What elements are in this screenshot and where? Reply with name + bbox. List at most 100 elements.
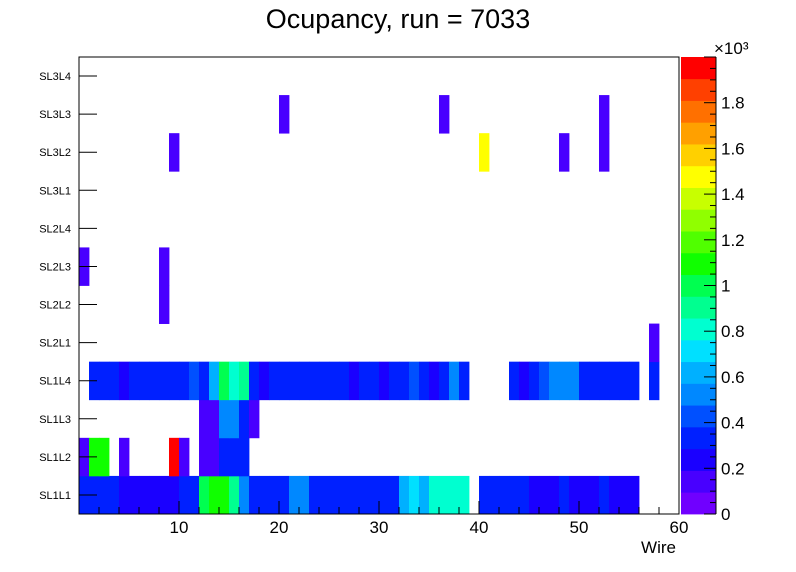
heatmap-cell-sl1l1-wire-3 xyxy=(99,475,110,515)
heatmap-cell-sl1l2-wire-11 xyxy=(179,437,190,477)
heatmap-cell-sl1l2-wire-17 xyxy=(239,437,250,477)
color-scale-swatch xyxy=(681,383,716,406)
heatmap-cell-sl1l1-wire-54 xyxy=(609,475,620,515)
heatmap-cell-sl2l2-wire-9 xyxy=(159,285,170,324)
heatmap-cell-sl1l1-wire-53 xyxy=(599,475,610,515)
z-tick-label-0: 0 xyxy=(721,505,730,524)
heatmap-cell-sl1l1-wire-56 xyxy=(629,475,640,515)
heatmap-cell-sl3l3-wire-37 xyxy=(439,95,450,134)
heatmap-cell-sl1l4-wire-49 xyxy=(559,361,570,401)
heatmap-cell-sl1l1-wire-31 xyxy=(379,475,390,515)
heatmap-cell-sl1l4-wire-44 xyxy=(509,361,520,401)
heatmap-cell-sl1l4-wire-27 xyxy=(339,361,350,401)
heatmap-cell-sl1l2-wire-3 xyxy=(99,437,110,477)
heatmap-cell-sl1l4-wire-4 xyxy=(109,361,120,401)
heatmap-cell-sl1l4-wire-7 xyxy=(139,361,150,401)
heatmap-cell-sl1l1-wire-42 xyxy=(489,475,500,515)
y-tick-label-sl2l4: SL2L4 xyxy=(39,223,71,235)
color-scale-swatch xyxy=(681,122,716,145)
color-scale-swatch xyxy=(681,318,716,341)
heatmap-cell-sl1l1-wire-14 xyxy=(209,475,220,515)
z-tick-label-1.2: 1.2 xyxy=(721,231,745,250)
x-tick-label-10: 10 xyxy=(170,518,189,537)
heatmap-cell-sl1l4-wire-19 xyxy=(259,361,270,401)
color-scale-exponent: ×10³ xyxy=(714,39,749,58)
heatmap-cell-sl1l4-wire-11 xyxy=(179,361,190,401)
color-scale-swatch xyxy=(681,296,716,319)
y-tick-label-sl3l2: SL3L2 xyxy=(39,147,71,159)
heatmap-cell-sl1l1-wire-6 xyxy=(129,475,140,515)
color-scale-swatch xyxy=(681,100,716,123)
heatmap-cell-sl1l2-wire-16 xyxy=(229,437,240,477)
y-tick-label-sl3l3: SL3L3 xyxy=(39,109,71,121)
color-scale-swatch xyxy=(681,144,716,167)
heatmap-cell-sl1l1-wire-44 xyxy=(509,475,520,515)
heatmap-cell-sl1l4-wire-12 xyxy=(189,361,200,401)
heatmap-cell-sl1l1-wire-19 xyxy=(259,475,270,515)
x-tick-label-30: 30 xyxy=(370,518,389,537)
heatmap-cell-sl1l2-wire-13 xyxy=(199,437,210,477)
heatmap-cell-sl1l1-wire-29 xyxy=(359,475,370,515)
heatmap-cell-sl1l1-wire-13 xyxy=(199,475,210,515)
heatmap-cell-sl1l1-wire-15 xyxy=(219,475,230,515)
heatmap-cell-sl1l4-wire-28 xyxy=(349,361,360,401)
heatmap-cell-sl1l4-wire-32 xyxy=(389,361,400,401)
heatmap-cell-sl1l3-wire-13 xyxy=(199,399,210,439)
color-scale-swatch xyxy=(681,252,716,276)
heatmap-cell-sl1l1-wire-10 xyxy=(169,475,180,515)
heatmap-cell-sl1l4-wire-58 xyxy=(649,361,660,401)
heatmap-cell-sl1l1-wire-28 xyxy=(349,475,360,515)
heatmap-cell-sl3l3-wire-53 xyxy=(599,95,610,134)
x-tick-label-40: 40 xyxy=(470,518,489,537)
y-tick-label-sl3l4: SL3L4 xyxy=(39,71,71,83)
color-scale-swatch xyxy=(681,448,716,471)
heatmap-cell-sl1l1-wire-38 xyxy=(449,475,460,515)
z-tick-label-1.4: 1.4 xyxy=(721,185,745,204)
heatmap-cell-sl1l4-wire-31 xyxy=(379,361,390,401)
heatmap-cell-sl1l1-wire-12 xyxy=(189,475,200,515)
heatmap-cell-sl1l4-wire-47 xyxy=(539,361,550,401)
y-tick-label-sl2l2: SL2L2 xyxy=(39,300,71,312)
heatmap-cell-sl1l3-wire-18 xyxy=(249,399,260,439)
heatmap-cell-sl1l1-wire-33 xyxy=(399,475,410,515)
heatmap-cell-sl3l2-wire-41 xyxy=(479,133,490,172)
color-scale-swatch xyxy=(681,426,716,450)
heatmap-cell-sl1l1-wire-52 xyxy=(589,475,600,515)
heatmap-cell-sl1l1-wire-32 xyxy=(389,475,400,515)
heatmap-cell-sl1l1-wire-36 xyxy=(429,475,440,515)
heatmap-cell-sl1l1-wire-47 xyxy=(539,475,550,515)
color-scale-swatch xyxy=(681,209,716,232)
heatmap-cell-sl1l1-wire-43 xyxy=(499,475,510,515)
heatmap-cell-sl1l1-wire-39 xyxy=(459,475,470,515)
heatmap-cell-sl1l4-wire-15 xyxy=(219,361,230,401)
heatmap-cell-sl1l4-wire-30 xyxy=(369,361,380,401)
z-tick-label-1.6: 1.6 xyxy=(721,139,745,158)
color-scale-swatch xyxy=(681,231,716,254)
heatmap-cell-sl1l4-wire-33 xyxy=(399,361,410,401)
heatmap-cell-sl1l1-wire-24 xyxy=(309,475,320,515)
heatmap-cell-sl1l4-wire-35 xyxy=(419,361,430,401)
heatmap-cell-sl1l2-wire-14 xyxy=(209,437,220,477)
heatmap-cell-sl1l4-wire-5 xyxy=(119,361,130,401)
heatmap-cell-sl1l4-wire-55 xyxy=(619,361,630,401)
heatmap-cell-sl1l1-wire-45 xyxy=(519,475,530,515)
heatmap-cell-sl1l1-wire-7 xyxy=(139,475,150,515)
heatmap-cell-sl1l1-wire-17 xyxy=(239,475,250,515)
x-tick-label-60: 60 xyxy=(670,518,689,537)
color-scale-swatch xyxy=(681,470,716,493)
y-tick-label-sl1l4: SL1L4 xyxy=(39,376,71,388)
heatmap-cell-sl1l1-wire-35 xyxy=(419,475,430,515)
heatmap-cell-sl1l1-wire-21 xyxy=(279,475,290,515)
heatmap-cell-sl1l2-wire-15 xyxy=(219,437,230,477)
heatmap-cell-sl1l4-wire-51 xyxy=(579,361,590,401)
heatmap-cell-sl1l4-wire-39 xyxy=(459,361,470,401)
color-scale-swatch xyxy=(681,274,716,297)
heatmap-cell-sl1l4-wire-14 xyxy=(209,361,220,401)
color-scale-swatch xyxy=(681,187,716,210)
heatmap-cell-sl1l4-wire-50 xyxy=(569,361,580,401)
heatmap-cell-sl1l1-wire-27 xyxy=(339,475,350,515)
z-tick-label-0.6: 0.6 xyxy=(721,368,745,387)
color-scale-swatch xyxy=(681,361,716,384)
heatmap-cell-sl1l4-wire-45 xyxy=(519,361,530,401)
